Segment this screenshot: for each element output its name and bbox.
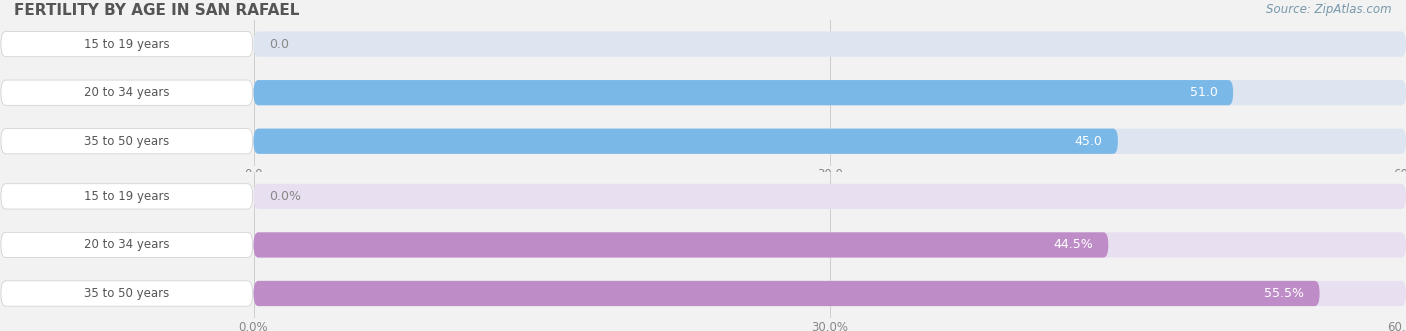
Text: 55.5%: 55.5% [1264, 287, 1305, 300]
Text: FERTILITY BY AGE IN SAN RAFAEL: FERTILITY BY AGE IN SAN RAFAEL [14, 3, 299, 18]
FancyBboxPatch shape [253, 184, 1406, 209]
FancyBboxPatch shape [1, 232, 253, 258]
FancyBboxPatch shape [1, 31, 253, 57]
FancyBboxPatch shape [253, 80, 1406, 105]
FancyBboxPatch shape [253, 281, 1406, 306]
Text: Source: ZipAtlas.com: Source: ZipAtlas.com [1267, 3, 1392, 16]
Text: 0.0: 0.0 [269, 38, 288, 51]
FancyBboxPatch shape [253, 80, 1233, 105]
Text: 44.5%: 44.5% [1053, 238, 1092, 252]
FancyBboxPatch shape [253, 232, 1108, 258]
Text: 15 to 19 years: 15 to 19 years [84, 190, 170, 203]
Text: 20 to 34 years: 20 to 34 years [84, 238, 170, 252]
FancyBboxPatch shape [1, 129, 253, 154]
FancyBboxPatch shape [253, 281, 1320, 306]
FancyBboxPatch shape [253, 129, 1118, 154]
FancyBboxPatch shape [253, 31, 1406, 57]
Text: 0.0%: 0.0% [269, 190, 301, 203]
Text: 51.0: 51.0 [1189, 86, 1218, 99]
FancyBboxPatch shape [1, 281, 253, 306]
FancyBboxPatch shape [1, 184, 253, 209]
Text: 15 to 19 years: 15 to 19 years [84, 38, 170, 51]
Text: 20 to 34 years: 20 to 34 years [84, 86, 170, 99]
FancyBboxPatch shape [253, 129, 1406, 154]
Text: 35 to 50 years: 35 to 50 years [84, 287, 169, 300]
Text: 35 to 50 years: 35 to 50 years [84, 135, 169, 148]
Text: 45.0: 45.0 [1074, 135, 1102, 148]
FancyBboxPatch shape [253, 232, 1406, 258]
FancyBboxPatch shape [1, 80, 253, 105]
